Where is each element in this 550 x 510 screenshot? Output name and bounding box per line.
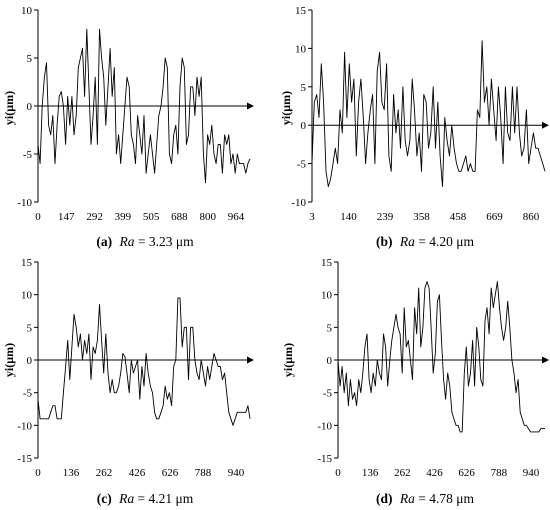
ytick-label-c: 5: [27, 322, 33, 334]
ylabel-b: yi(μm): [279, 91, 293, 125]
ytick-label-c: -10: [17, 420, 32, 432]
caption-c-letter: (c): [97, 491, 112, 506]
ytick-label-b: 5: [301, 82, 307, 94]
series-line-a: [37, 28, 251, 184]
xtick-label-b: 239: [377, 211, 394, 223]
series-line-b: [311, 40, 546, 188]
xtick-label-a: 800: [199, 211, 216, 223]
xtick-label-b: 458: [450, 211, 467, 223]
xtick-label-d: 626: [458, 467, 475, 479]
caption-d-var: Ra: [399, 491, 415, 506]
xtick-label-a: 964: [228, 211, 245, 223]
xtick-label-c: 136: [63, 467, 80, 479]
ylabel-d: yi(μm): [281, 343, 295, 377]
ytick-label-a: -10: [17, 197, 32, 209]
xtick-label-b: 140: [340, 211, 357, 223]
ytick-label-c: -5: [23, 388, 33, 400]
zero-axis-arrow-c: [247, 356, 254, 364]
series-line-c: [37, 297, 251, 426]
caption-d-rest: = 4.78 μm: [418, 491, 474, 506]
xtick-label-d: 940: [523, 467, 540, 479]
xtick-label-c: 426: [129, 467, 146, 479]
ytick-label-b: 0: [301, 120, 307, 132]
xtick-label-a: 147: [58, 211, 75, 223]
zero-axis-arrow-b: [542, 121, 549, 129]
xtick-label-c: 262: [96, 467, 113, 479]
ytick-label-d: 5: [327, 322, 333, 334]
ylabel-a: yi(μm): [2, 91, 16, 125]
xtick-label-a: 688: [171, 211, 188, 223]
xtick-label-b: 3: [309, 211, 315, 223]
xtick-label-d: 262: [394, 467, 411, 479]
caption-d: (d) Ra = 4.78 μm: [376, 491, 474, 506]
xtick-label-c: 0: [35, 467, 41, 479]
caption-b-rest: = 4.20 μm: [418, 234, 474, 249]
xtick-label-b: 669: [486, 211, 503, 223]
caption-c: (c) Ra = 4.21 μm: [97, 491, 194, 506]
ytick-label-b: 10: [295, 43, 307, 55]
caption-b-var: Ra: [399, 234, 415, 249]
ytick-label-d: -5: [323, 388, 333, 400]
ytick-label-c: 15: [21, 257, 33, 269]
xtick-label-c: 626: [162, 467, 179, 479]
ytick-label-a: -5: [23, 149, 33, 161]
ytick-label-c: 0: [27, 355, 33, 367]
caption-a-var: Ra: [119, 234, 135, 249]
caption-c-var: Ra: [118, 491, 134, 506]
series-line-d: [337, 281, 545, 433]
zero-axis-arrow-d: [542, 356, 549, 364]
ytick-label-a: 5: [27, 53, 33, 65]
caption-d-letter: (d): [376, 491, 393, 506]
caption-a-letter: (a): [96, 234, 112, 249]
ytick-label-b: -5: [297, 159, 307, 171]
ytick-label-d: 15: [321, 257, 333, 269]
caption-b-letter: (b): [376, 234, 393, 249]
ytick-label-b: -10: [291, 197, 306, 209]
xtick-label-d: 426: [426, 467, 443, 479]
ytick-label-c: -15: [17, 453, 32, 465]
xtick-label-a: 505: [143, 211, 160, 223]
panel-b: 15 10 5 0 -5 -103 140 239 358 458 669 860 yi(μm) (b…: [279, 5, 549, 249]
ytick-label-b: 15: [295, 5, 307, 17]
xtick-label-a: 0: [35, 211, 41, 223]
ytick-label-d: -15: [317, 453, 332, 465]
xtick-label-c: 788: [195, 467, 212, 479]
xtick-label-b: 358: [413, 211, 430, 223]
ytick-label-d: 10: [321, 290, 333, 302]
xtick-label-d: 136: [362, 467, 379, 479]
xtick-label-a: 292: [86, 211, 103, 223]
ylabel-c: yi(μm): [2, 343, 16, 377]
caption-a: (a) Ra = 3.23 μm: [96, 234, 194, 249]
ytick-label-d: 0: [327, 355, 333, 367]
xtick-label-c: 940: [228, 467, 245, 479]
xtick-label-b: 860: [523, 211, 540, 223]
caption-c-rest: = 4.21 μm: [138, 491, 194, 506]
caption-a-rest: = 3.23 μm: [138, 234, 194, 249]
ytick-label-a: 10: [21, 5, 33, 17]
xtick-label-d: 0: [335, 467, 341, 479]
caption-b: (b) Ra = 4.20 μm: [376, 234, 474, 249]
zero-axis-arrow-a: [247, 102, 254, 110]
xtick-label-d: 788: [491, 467, 508, 479]
xtick-label-a: 399: [115, 211, 132, 223]
ytick-label-a: 0: [27, 101, 33, 113]
ytick-label-c: 10: [21, 290, 33, 302]
ytick-label-d: -10: [317, 420, 332, 432]
